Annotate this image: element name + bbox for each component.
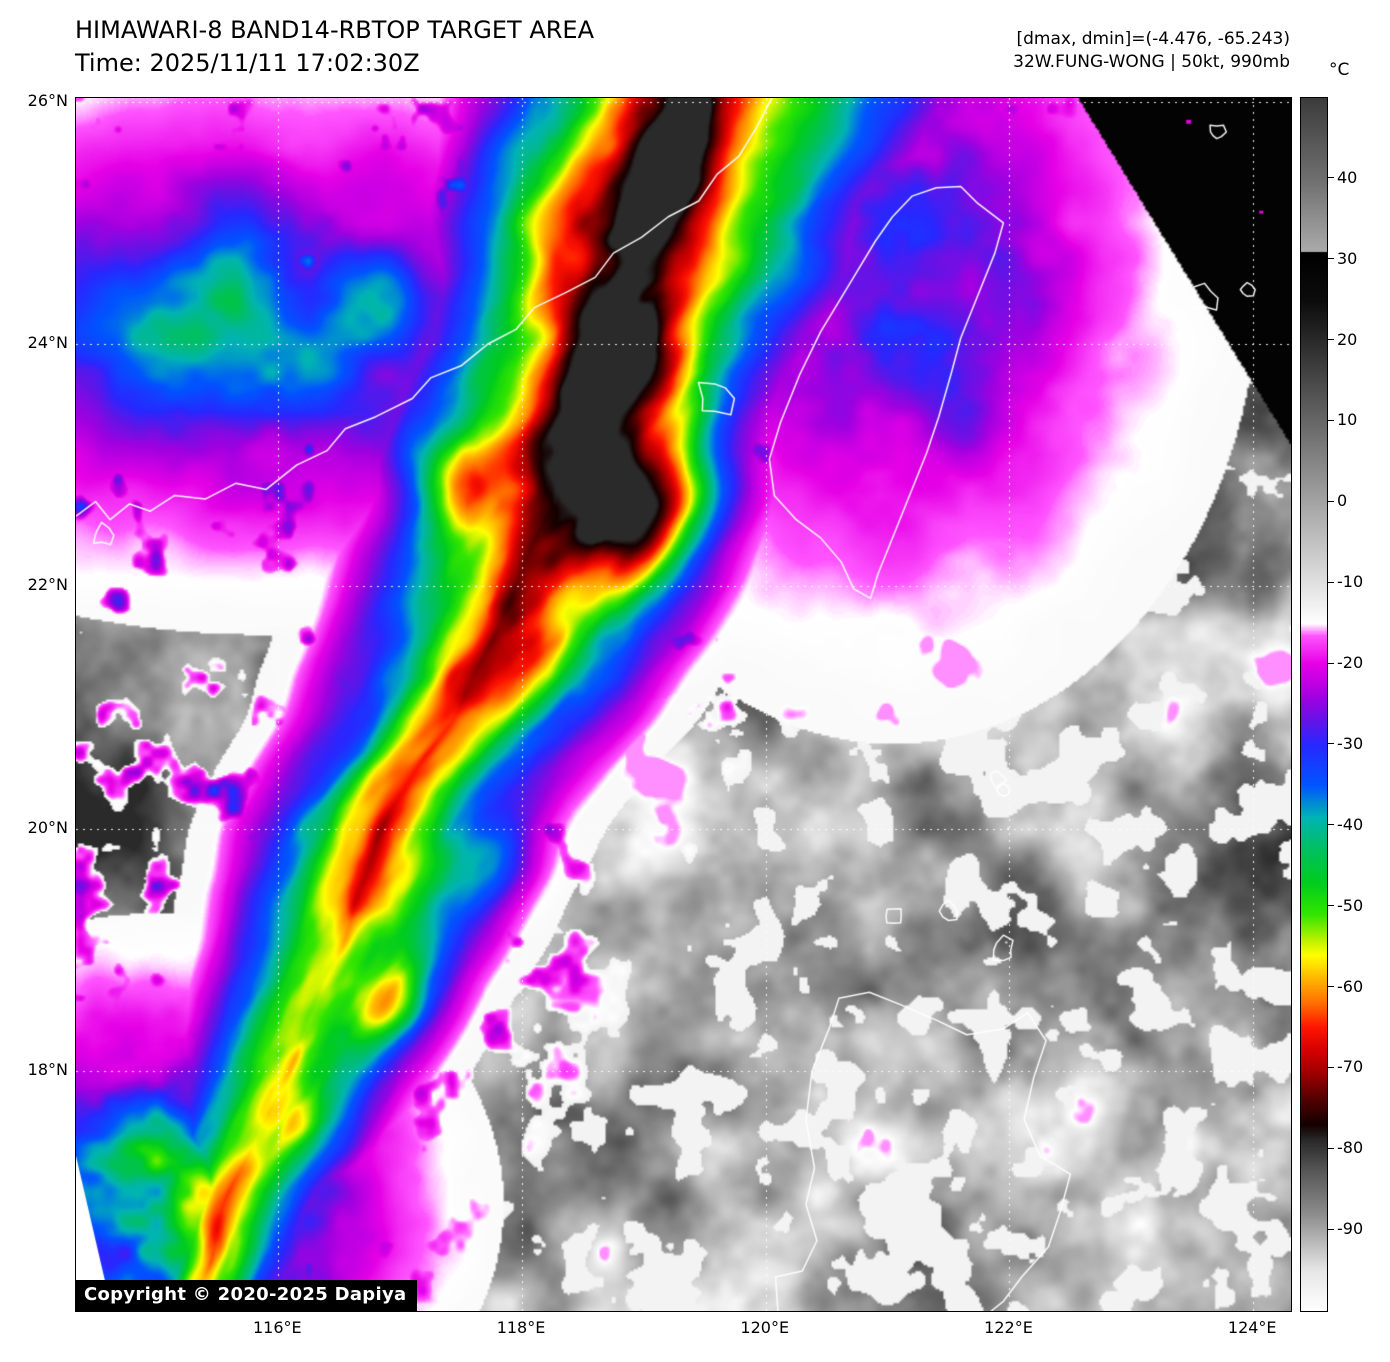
figure-timestamp: Time: 2025/11/11 17:02:30Z xyxy=(75,49,420,77)
colorbar-tick-mark xyxy=(1328,662,1334,664)
figure-title: HIMAWARI-8 BAND14-RBTOP TARGET AREA xyxy=(75,16,595,44)
storm-info: 32W.FUNG-WONG | 50kt, 990mb xyxy=(1013,52,1290,72)
colorbar-tick-mark xyxy=(1328,339,1334,341)
colorbar xyxy=(1300,97,1328,1312)
info-block: [dmax, dmin]=(-4.476, -65.243) 32W.FUNG-… xyxy=(1013,28,1290,74)
colorbar-tick-label: -80 xyxy=(1337,1138,1364,1158)
lon-tick-label: 116°E xyxy=(252,1318,302,1337)
colorbar-tick-mark xyxy=(1328,1228,1334,1230)
colorbar-tick-label: 20 xyxy=(1337,329,1358,349)
colorbar-tick-mark xyxy=(1328,500,1334,502)
lat-tick-label: 18°N xyxy=(27,1060,68,1080)
copyright-badge: Copyright © 2020-2025 Dapiya xyxy=(76,1280,418,1311)
colorbar-tick-mark xyxy=(1328,743,1334,745)
colorbar-tick-mark xyxy=(1328,1066,1334,1068)
satellite-imagery xyxy=(76,98,1291,1311)
colorbar-tick-label: 30 xyxy=(1337,248,1358,268)
colorbar-tick-label: -40 xyxy=(1337,814,1364,834)
lon-tick-label: 120°E xyxy=(740,1318,790,1337)
colorbar-tick-mark xyxy=(1328,419,1334,421)
colorbar-tick-label: -30 xyxy=(1337,733,1364,753)
colorbar-tick-mark xyxy=(1328,581,1334,583)
colorbar-tick-label: -70 xyxy=(1337,1057,1364,1077)
colorbar-tick-mark xyxy=(1328,824,1334,826)
colorbar-unit-label: °C xyxy=(1329,60,1350,80)
dmax-dmin-readout: [dmax, dmin]=(-4.476, -65.243) xyxy=(1016,29,1291,49)
colorbar-tick-label: -10 xyxy=(1337,572,1364,592)
colorbar-tick-mark xyxy=(1328,177,1334,179)
colorbar-tick-mark xyxy=(1328,1147,1334,1149)
title-block: HIMAWARI-8 BAND14-RBTOP TARGET AREA Time… xyxy=(75,14,594,80)
lat-tick-label: 24°N xyxy=(27,332,68,352)
lon-tick-label: 124°E xyxy=(1227,1318,1277,1337)
lat-tick-label: 26°N xyxy=(27,90,68,110)
colorbar-tick-label: -20 xyxy=(1337,653,1364,673)
colorbar-tick-label: 10 xyxy=(1337,410,1358,430)
colorbar-tick-label: -50 xyxy=(1337,895,1364,915)
colorbar-tick-label: -60 xyxy=(1337,976,1364,996)
lon-tick-label: 122°E xyxy=(984,1318,1033,1337)
lon-tick-label: 118°E xyxy=(496,1318,546,1337)
lat-tick-label: 20°N xyxy=(27,817,68,837)
colorbar-tick-mark xyxy=(1328,258,1334,260)
colorbar-tick-label: 40 xyxy=(1337,167,1358,187)
colorbar-gradient xyxy=(1301,98,1327,1311)
lat-tick-label: 22°N xyxy=(27,575,68,595)
colorbar-tick-mark xyxy=(1328,986,1334,988)
colorbar-tick-label: 0 xyxy=(1337,491,1348,511)
map-plot: Copyright © 2020-2025 Dapiya xyxy=(75,97,1292,1312)
colorbar-tick-mark xyxy=(1328,905,1334,907)
colorbar-tick-label: -90 xyxy=(1337,1219,1364,1239)
